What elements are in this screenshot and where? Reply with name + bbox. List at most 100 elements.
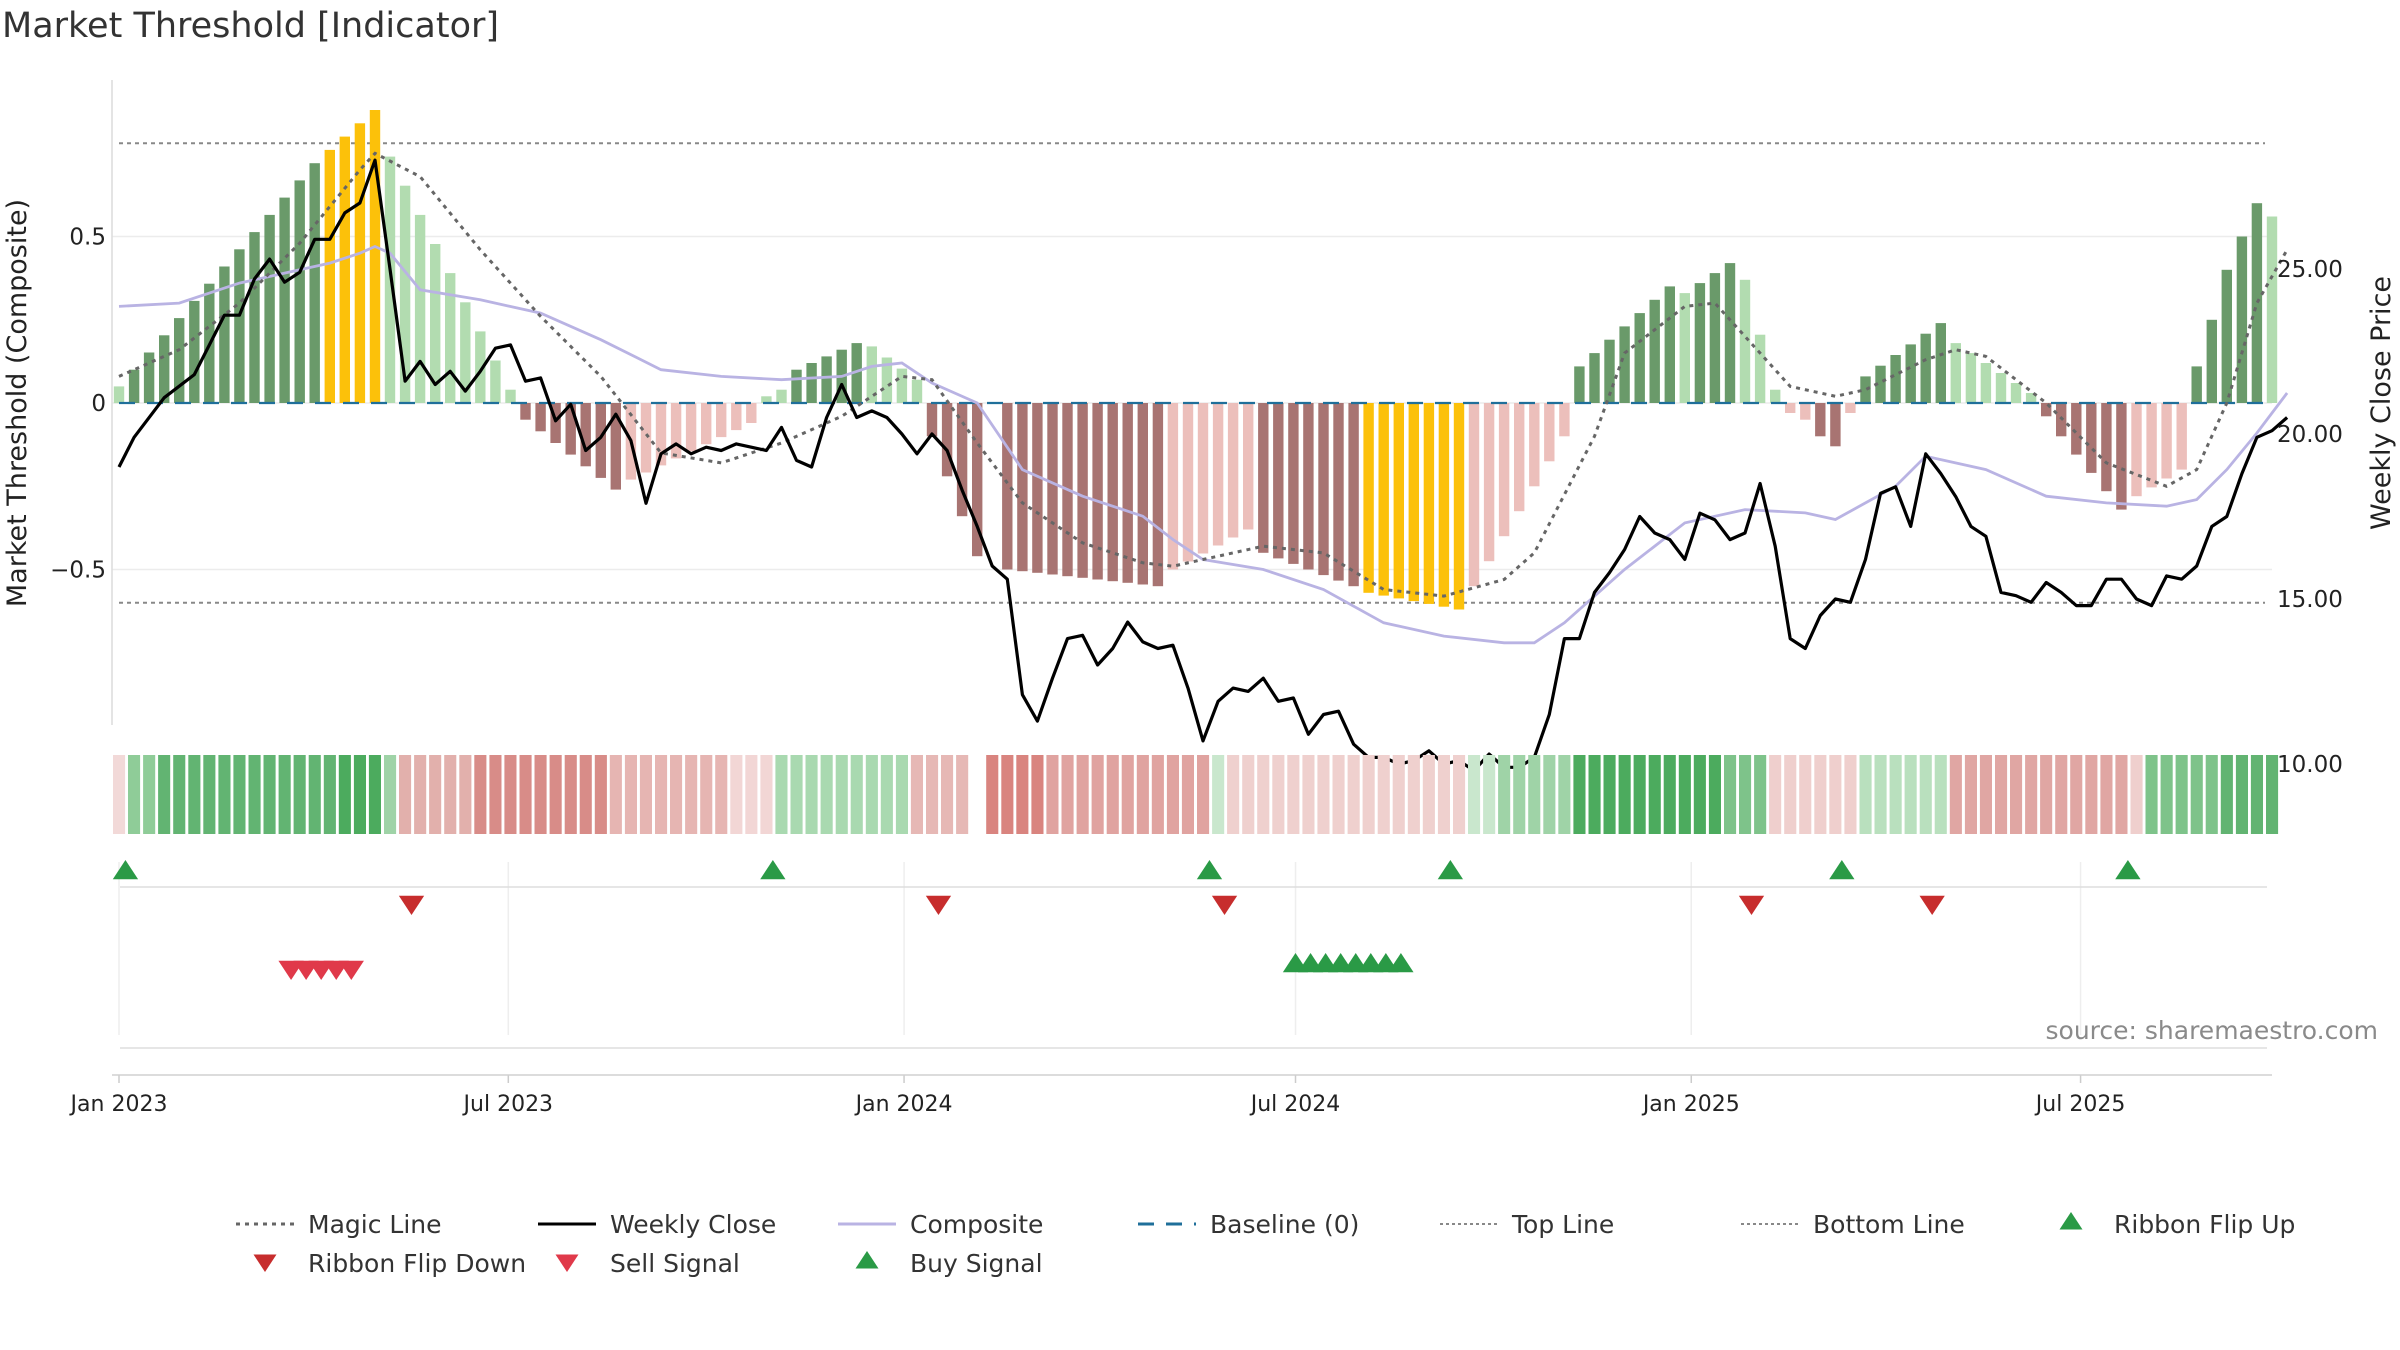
ribbon-cell [1121,755,1134,834]
composite-bar [746,403,757,423]
legend-label: Bottom Line [1813,1210,1965,1239]
composite-bar [1258,403,1269,553]
composite-bar [1935,323,1946,403]
ribbon-cell [1468,755,1481,834]
legend: Magic Line Weekly Close Composite Baseline … [236,1210,2295,1278]
composite-bar [2206,319,2217,404]
composite-bar [866,346,877,403]
ribbon-cell [700,755,713,834]
composite-bar [1288,403,1299,564]
composite-bar [1619,326,1630,403]
composite-bar [1800,403,1811,420]
ribbon-cell [1693,755,1706,834]
composite-bar [1273,403,1284,559]
ribbon-cell [474,755,487,834]
composite-bar [1152,403,1164,587]
composite-bar [1754,334,1766,403]
x-tick-label: Jan 2025 [1641,1092,1740,1117]
composite-bar [1965,353,1977,403]
ribbon-cell [278,755,291,834]
ribbon-cell [865,755,878,834]
composite-bar [896,368,908,403]
composite-bar [1438,403,1450,607]
ribbon-cell [1663,755,1676,834]
composite-bar [1423,403,1435,604]
composite-bar [354,123,366,404]
ribbon-cell [2040,755,2053,834]
composite-bar [956,403,968,517]
x-tick-label: Jul 2025 [2034,1092,2126,1117]
ribbon-cell [655,755,668,834]
ribbon-cell [1588,755,1601,834]
legend-item: Ribbon Flip Down [253,1249,526,1278]
composite-bar [1227,403,1239,538]
ribbon-cell [1498,755,1511,834]
sell-signal-marker [338,960,364,980]
ribbon-cell [1934,755,1947,834]
ribbon-cell [1031,755,1044,834]
ribbon-cell [1708,755,1721,834]
ribbon-cell [685,755,698,834]
composite-bar [1498,403,1510,537]
x-tick-label: Jan 2024 [854,1092,953,1117]
ribbon-cell [895,755,908,834]
composite-bar [1032,403,1043,573]
y-right-tick-label: 10.00 [2277,752,2343,778]
ribbon-cell [459,755,472,834]
composite-bar [264,214,275,403]
ribbon-cell [504,755,517,834]
ribbon-cell [805,755,818,834]
composite-bar [143,352,155,403]
composite-bar [475,331,486,403]
ribbon-cell [745,755,758,834]
ribbon-cell [1392,755,1405,834]
composite-bar [565,403,576,455]
ribbon-cell [2085,755,2098,834]
legend-item: Ribbon Flip Up [2059,1210,2295,1239]
ribbon-cell [1332,755,1345,834]
legend-marker-tri-down [555,1254,579,1272]
legend-label: Ribbon Flip Down [308,1249,526,1278]
composite-bar [595,403,606,478]
buy-signal-marker [1388,953,1414,973]
composite-bar [1950,343,1961,403]
ribbon-cell [2115,755,2128,834]
ribbon-cell [1874,755,1887,834]
composite-bar [610,403,621,490]
ribbon-cell [1558,755,1571,834]
composite-bar [1393,403,1404,599]
ribbon-cell [203,755,216,834]
composite-bar [1875,365,1886,403]
composite-bar [550,403,561,443]
composite-bar [2161,403,2172,479]
weekly-close-line [117,158,2289,773]
ribbon-cell [2250,755,2263,834]
ribbon-cell [1724,755,1737,834]
ribbon-cell [1799,755,1812,834]
ribbon-flip-up-marker [1829,860,1855,880]
ribbon-cell [1257,755,1270,834]
ribbon-cell [1919,755,1932,834]
ribbon-cell [2205,755,2218,834]
composite-bar [1333,403,1344,581]
composite-bar [1995,373,2007,403]
ribbon-cell [293,755,306,834]
ribbon-cell [414,755,427,834]
composite-bar [1544,403,1555,462]
composite-bar [1122,403,1133,583]
composite-bar [670,403,682,459]
composite-bar [1303,403,1314,570]
ribbon-flip-up-marker [2115,860,2141,880]
ribbon-cell [1754,755,1767,834]
composite-bar [716,403,727,438]
composite-bar [972,403,983,557]
composite-bar [2131,403,2142,497]
composite-bar [2146,403,2157,488]
legend-label: Weekly Close [610,1210,776,1239]
series-lines [117,151,2289,773]
ribbon-cell [639,755,652,834]
x-tick-label: Jul 2023 [462,1092,554,1117]
composite-bar [219,266,230,403]
composite-bar [1920,333,1931,403]
source-label: source: sharemaestro.com [2046,1016,2379,1045]
